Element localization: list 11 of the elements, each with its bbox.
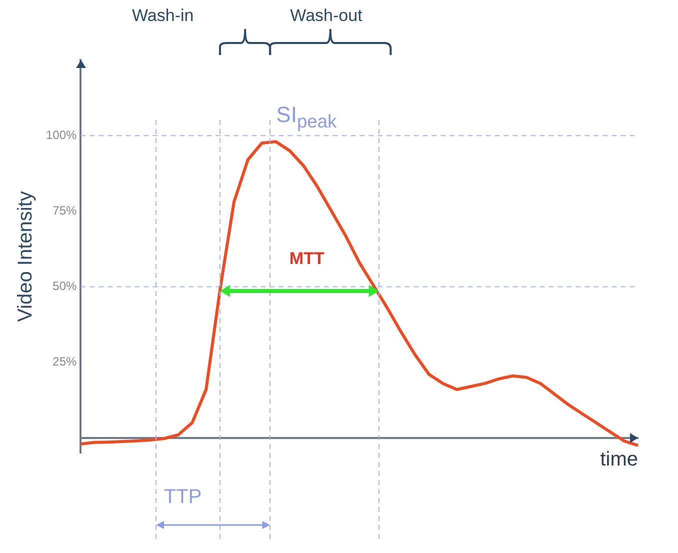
- text: Wash-in: [132, 6, 194, 26]
- text: TTP: [164, 486, 202, 509]
- text: Wash-out: [290, 6, 362, 26]
- y-tick-label: 25%: [52, 354, 78, 369]
- y-tick-label: 50%: [52, 279, 78, 294]
- annotation: MTT: [289, 248, 324, 269]
- annotation: SI$_{peak}$: [276, 102, 337, 132]
- y-axis-title: Video Intensity: [14, 191, 37, 322]
- x-axis-title: time: [600, 448, 638, 470]
- y-tick-label: 100%: [46, 128, 78, 142]
- y-tick-label: 75%: [52, 203, 78, 218]
